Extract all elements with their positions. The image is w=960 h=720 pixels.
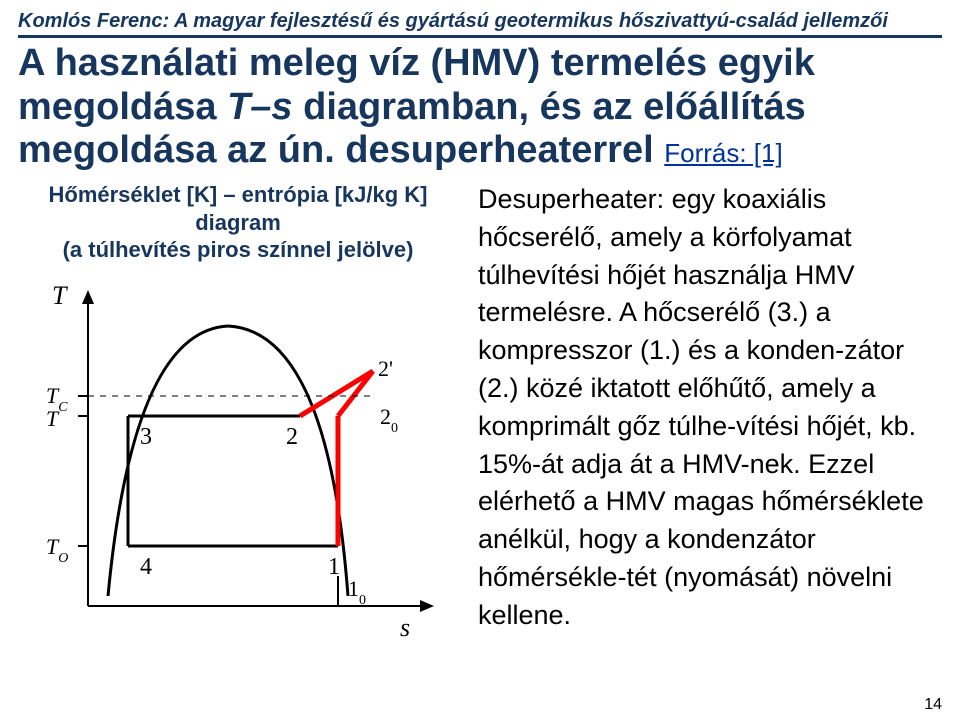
svg-text:4: 4 (140, 554, 152, 580)
body-text: Desuperheater: egy koaxiális hőcserélő, … (478, 181, 942, 635)
diagram-caption: Hőmérséklet [K] – entrópia [kJ/kg K]diag… (18, 181, 458, 264)
svg-text:T: T (52, 281, 68, 310)
svg-text:10: 10 (348, 576, 366, 608)
page-title: A használati meleg víz (HMV) termelés eg… (18, 42, 942, 173)
svg-text:TO: TO (46, 534, 68, 566)
svg-text:T: T (46, 406, 60, 431)
svg-text:s: s (400, 613, 410, 642)
svg-text:20: 20 (380, 404, 398, 436)
ts-diagram: T TC T TO s (28, 276, 448, 646)
page-number: 14 (924, 696, 942, 714)
svg-text:2: 2 (286, 424, 298, 450)
svg-text:3: 3 (140, 424, 152, 450)
svg-text:2': 2' (378, 356, 393, 381)
header-author-title: Komlós Ferenc: A magyar fejlesztésű és g… (18, 10, 942, 38)
svg-text:1: 1 (328, 554, 340, 580)
